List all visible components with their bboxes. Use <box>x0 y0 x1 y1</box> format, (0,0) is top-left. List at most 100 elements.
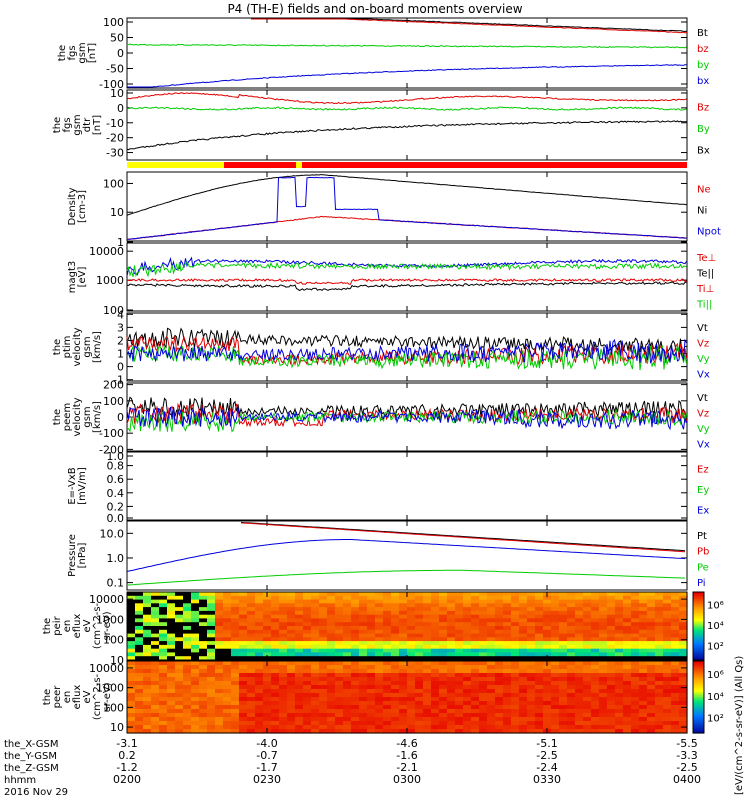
colorbar-cell <box>693 713 704 716</box>
series-line <box>251 18 688 34</box>
y-axis-label: [eV] <box>77 267 88 288</box>
legend-entry: Ey <box>697 485 709 496</box>
y-axis-label: [mV/m] <box>77 467 88 505</box>
colorbar-cell <box>693 653 704 656</box>
y-tick-label: 1000 <box>96 613 124 626</box>
colorbar-tick: 10⁶ <box>707 600 724 611</box>
y-tick-label: 0.6 <box>107 473 125 486</box>
y-tick-label: 10 <box>110 206 124 219</box>
y-tick-label: 200 <box>103 379 124 392</box>
orbit-value: -5.5 <box>676 737 697 750</box>
legend-entry: by <box>697 60 709 71</box>
y-axis-label: eflux <box>72 685 83 710</box>
y-tick-label: 10000 <box>89 245 124 258</box>
colorbar-cell <box>693 602 704 605</box>
colorbar-cell <box>693 603 704 607</box>
legend-entry: Ne <box>697 185 711 196</box>
orbit-row-label: the_Z-GSM <box>4 763 59 774</box>
y-tick-label: 10000 <box>89 662 124 675</box>
legend-entry: Bt <box>697 28 708 39</box>
colorbar-tick: 10⁴ <box>707 692 724 703</box>
colorbar-cell <box>693 716 704 720</box>
orbit-value: -3.3 <box>676 749 697 762</box>
y-tick-label: 0.2 <box>107 500 125 513</box>
colorbar-cell <box>693 718 704 721</box>
legend-entry: Pe <box>697 562 709 573</box>
y-tick-label: 10 <box>110 87 124 100</box>
colorbar-cell <box>693 593 704 596</box>
series-line <box>126 176 687 240</box>
y-axis-label: the <box>57 45 68 61</box>
colorbar-cell <box>693 675 704 678</box>
colorbar-cell <box>693 677 704 680</box>
legend-entry: Bx <box>697 145 710 156</box>
orbit-value: -4.0 <box>256 737 277 750</box>
colorbar-cell <box>693 695 704 698</box>
series-line <box>126 281 687 292</box>
y-axis-label: the <box>42 618 53 634</box>
colorbar-cell <box>693 609 704 612</box>
orbit-value: -1.6 <box>396 749 417 762</box>
y-tick-label: 0 <box>117 411 124 424</box>
orbit-value: -5.1 <box>536 737 557 750</box>
colorbar-cell <box>693 670 704 673</box>
y-axis-label: velocity <box>72 327 83 366</box>
colorbar-cell <box>693 648 704 651</box>
colorbar-cell <box>693 617 704 620</box>
colorbar-cell <box>693 704 704 707</box>
colorbar-cell <box>693 680 704 684</box>
colorbar-cell <box>693 668 704 671</box>
mode-bar-segment <box>296 162 302 168</box>
colorbar-cell <box>693 691 704 694</box>
y-tick-label: -10 <box>106 117 124 130</box>
y-tick-label: 100 <box>103 177 124 190</box>
legend-entry: Vz <box>697 408 709 419</box>
colorbar-cell <box>693 725 704 729</box>
colorbar-cell <box>693 622 704 625</box>
y-axis-label: sr-eV) <box>102 682 113 711</box>
legend-entry: bz <box>697 44 709 55</box>
y-tick-label: 0 <box>117 102 124 115</box>
y-axis-label: [km/s] <box>92 331 103 363</box>
colorbar-tick: 10² <box>707 714 724 725</box>
series-line <box>126 338 687 364</box>
colorbar-cell <box>693 693 704 696</box>
y-axis-label: dtr <box>82 117 93 132</box>
y-axis-label: Pressure <box>67 534 78 577</box>
colorbar-cell <box>693 700 704 703</box>
y-tick-label: 1.0 <box>107 552 125 565</box>
colorbar-cell <box>693 592 704 595</box>
colorbar-cell <box>693 689 704 693</box>
legend-entry: Vy <box>697 354 710 365</box>
colorbar-cell <box>693 632 704 636</box>
legend-entry: Ni <box>697 206 707 217</box>
legend-entry: bx <box>697 76 709 87</box>
colorbar-cell <box>693 610 704 613</box>
y-tick-label: -200 <box>99 443 124 456</box>
y-axis-label: [nT] <box>87 43 98 63</box>
y-axis-label: peem <box>62 403 73 431</box>
y-tick-label: -50 <box>106 63 124 76</box>
y-tick-label: -100 <box>99 427 124 440</box>
colorbar-cell <box>693 671 704 675</box>
orbit-value: 0400 <box>673 773 701 786</box>
legend-entry: Vx <box>697 369 710 380</box>
legend-entry: Vt <box>697 323 708 334</box>
orbit-value: 0300 <box>393 773 421 786</box>
y-axis-label: fgs <box>67 45 78 60</box>
series-line <box>240 521 686 552</box>
colorbar-tick: 10⁶ <box>707 670 724 681</box>
colorbar-cell <box>693 727 704 730</box>
colorbar-cell <box>693 639 704 642</box>
y-tick-label: 100 <box>103 701 124 714</box>
colorbar-cell <box>693 715 704 718</box>
series-line <box>126 406 687 431</box>
colorbar-cell <box>693 722 704 725</box>
colorbar-cell <box>693 664 704 667</box>
series-line <box>126 215 687 240</box>
colorbar-cell <box>693 641 704 644</box>
y-axis-label: [km/s] <box>92 401 103 433</box>
colorbar-cell <box>693 711 704 714</box>
colorbar-cell <box>693 724 704 727</box>
